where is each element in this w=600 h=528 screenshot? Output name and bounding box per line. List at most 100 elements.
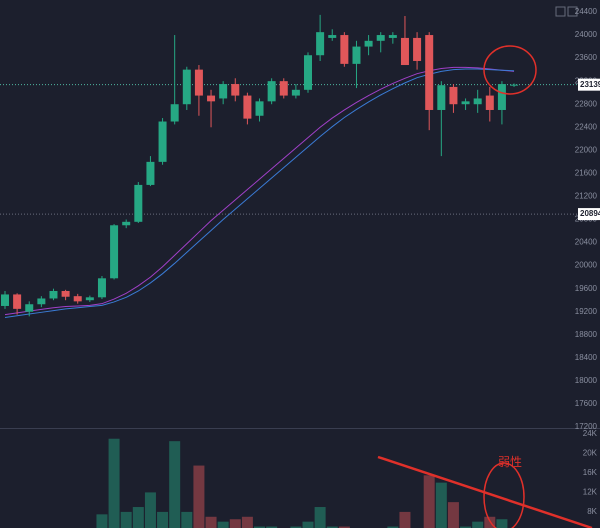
y-tick-label: 16K bbox=[583, 468, 598, 477]
candle-body bbox=[376, 35, 385, 41]
candle-body bbox=[279, 81, 288, 96]
volume-bar bbox=[217, 521, 229, 528]
volume-bar bbox=[96, 514, 108, 528]
highlight-circle bbox=[483, 462, 525, 528]
candle-body bbox=[461, 101, 470, 105]
y-tick-label: 18800 bbox=[575, 330, 598, 339]
candle-body bbox=[182, 69, 191, 105]
y-tick-label: 19200 bbox=[575, 307, 598, 316]
y-tick-label: 22000 bbox=[575, 145, 598, 154]
volume-bar bbox=[290, 526, 302, 528]
candle-body bbox=[328, 35, 337, 38]
y-tick-label: 24K bbox=[583, 429, 598, 438]
candle-body bbox=[61, 290, 70, 297]
candle-body bbox=[304, 55, 312, 90]
y-tick-label: 22800 bbox=[575, 99, 598, 108]
y-tick-label: 24000 bbox=[575, 30, 598, 39]
y-tick-label: 22400 bbox=[575, 122, 598, 131]
volume-bar bbox=[254, 526, 266, 528]
volume-bar bbox=[423, 475, 435, 528]
volume-bar bbox=[472, 521, 484, 528]
candle-body bbox=[85, 297, 94, 301]
price-label: 20894. bbox=[580, 209, 600, 218]
candle-body bbox=[134, 184, 143, 222]
y-tick-label: 8K bbox=[587, 507, 597, 516]
highlight-circle bbox=[483, 45, 537, 95]
volume-bar bbox=[484, 516, 496, 528]
volume-bar bbox=[314, 507, 326, 528]
candle-body bbox=[146, 161, 155, 185]
price-label-box bbox=[578, 208, 600, 221]
candle-body bbox=[340, 35, 349, 64]
volume-bar bbox=[496, 519, 508, 528]
candle-body bbox=[352, 46, 361, 64]
candle-body bbox=[255, 101, 264, 116]
volume-bar bbox=[266, 526, 278, 528]
candle-body bbox=[194, 69, 203, 96]
candle-body bbox=[73, 296, 82, 302]
icon[interactable] bbox=[567, 6, 578, 17]
volume-bar bbox=[120, 511, 132, 528]
candle-body bbox=[231, 84, 240, 96]
volume-bar bbox=[205, 516, 217, 528]
volume-bar bbox=[302, 521, 314, 528]
candle-body bbox=[110, 225, 119, 279]
volume-bar bbox=[157, 511, 169, 528]
candle-body bbox=[49, 290, 58, 299]
candle-body bbox=[413, 37, 422, 61]
icon[interactable] bbox=[555, 6, 566, 17]
y-tick-label: 20000 bbox=[575, 261, 598, 270]
volume-bar bbox=[193, 465, 205, 528]
y-tick-label: 12K bbox=[583, 487, 598, 496]
candle-body bbox=[219, 84, 228, 99]
volume-bar bbox=[144, 492, 156, 528]
candle-body bbox=[13, 294, 22, 309]
y-tick-label: 20K bbox=[583, 448, 598, 457]
candle-body bbox=[207, 95, 216, 102]
annotation: 弱性 bbox=[498, 455, 522, 469]
volume-group bbox=[96, 438, 508, 528]
candle-body bbox=[364, 40, 373, 47]
volume-bar bbox=[229, 519, 241, 528]
volume-bar bbox=[326, 526, 338, 528]
volume-bar bbox=[460, 526, 472, 528]
candle-body bbox=[25, 304, 34, 312]
y-tick-label: 20400 bbox=[575, 238, 598, 247]
volume-bar bbox=[435, 482, 447, 528]
candle-body bbox=[170, 104, 179, 122]
volume-bar bbox=[108, 438, 120, 528]
candle-body bbox=[316, 32, 325, 56]
volume-bar bbox=[169, 441, 181, 528]
volume-bar bbox=[387, 526, 399, 528]
volume-bar bbox=[132, 507, 144, 528]
y-tick-label: 23600 bbox=[575, 53, 598, 62]
y-tick-label: 21600 bbox=[575, 168, 598, 177]
candle-body bbox=[425, 35, 434, 110]
volume-bar bbox=[181, 511, 193, 528]
trend-line bbox=[377, 455, 593, 528]
candle-body bbox=[291, 89, 300, 96]
y-tick-label: 18400 bbox=[575, 353, 598, 362]
y-tick-label: 17600 bbox=[575, 399, 598, 408]
volume-bar bbox=[241, 516, 253, 528]
candle-body bbox=[449, 86, 458, 105]
candle-body bbox=[510, 84, 519, 86]
candle-body bbox=[400, 37, 409, 66]
y-tick-label: 17200 bbox=[575, 422, 598, 431]
volume-bar bbox=[338, 526, 350, 528]
candle-body bbox=[497, 84, 506, 110]
candle-body bbox=[267, 81, 276, 102]
y-tick-label: 19600 bbox=[575, 284, 598, 293]
candle-body bbox=[485, 95, 494, 110]
candle-body bbox=[37, 298, 46, 305]
candle-body bbox=[158, 121, 167, 162]
candle-body bbox=[97, 278, 106, 298]
price-label-box bbox=[578, 78, 600, 91]
y-tick-label: 18000 bbox=[575, 376, 598, 385]
plot: 2440024000236002320022800224002200021600… bbox=[0, 7, 600, 528]
candle-body bbox=[1, 294, 9, 306]
volume-bar bbox=[447, 502, 459, 528]
volume-bar bbox=[399, 511, 411, 528]
